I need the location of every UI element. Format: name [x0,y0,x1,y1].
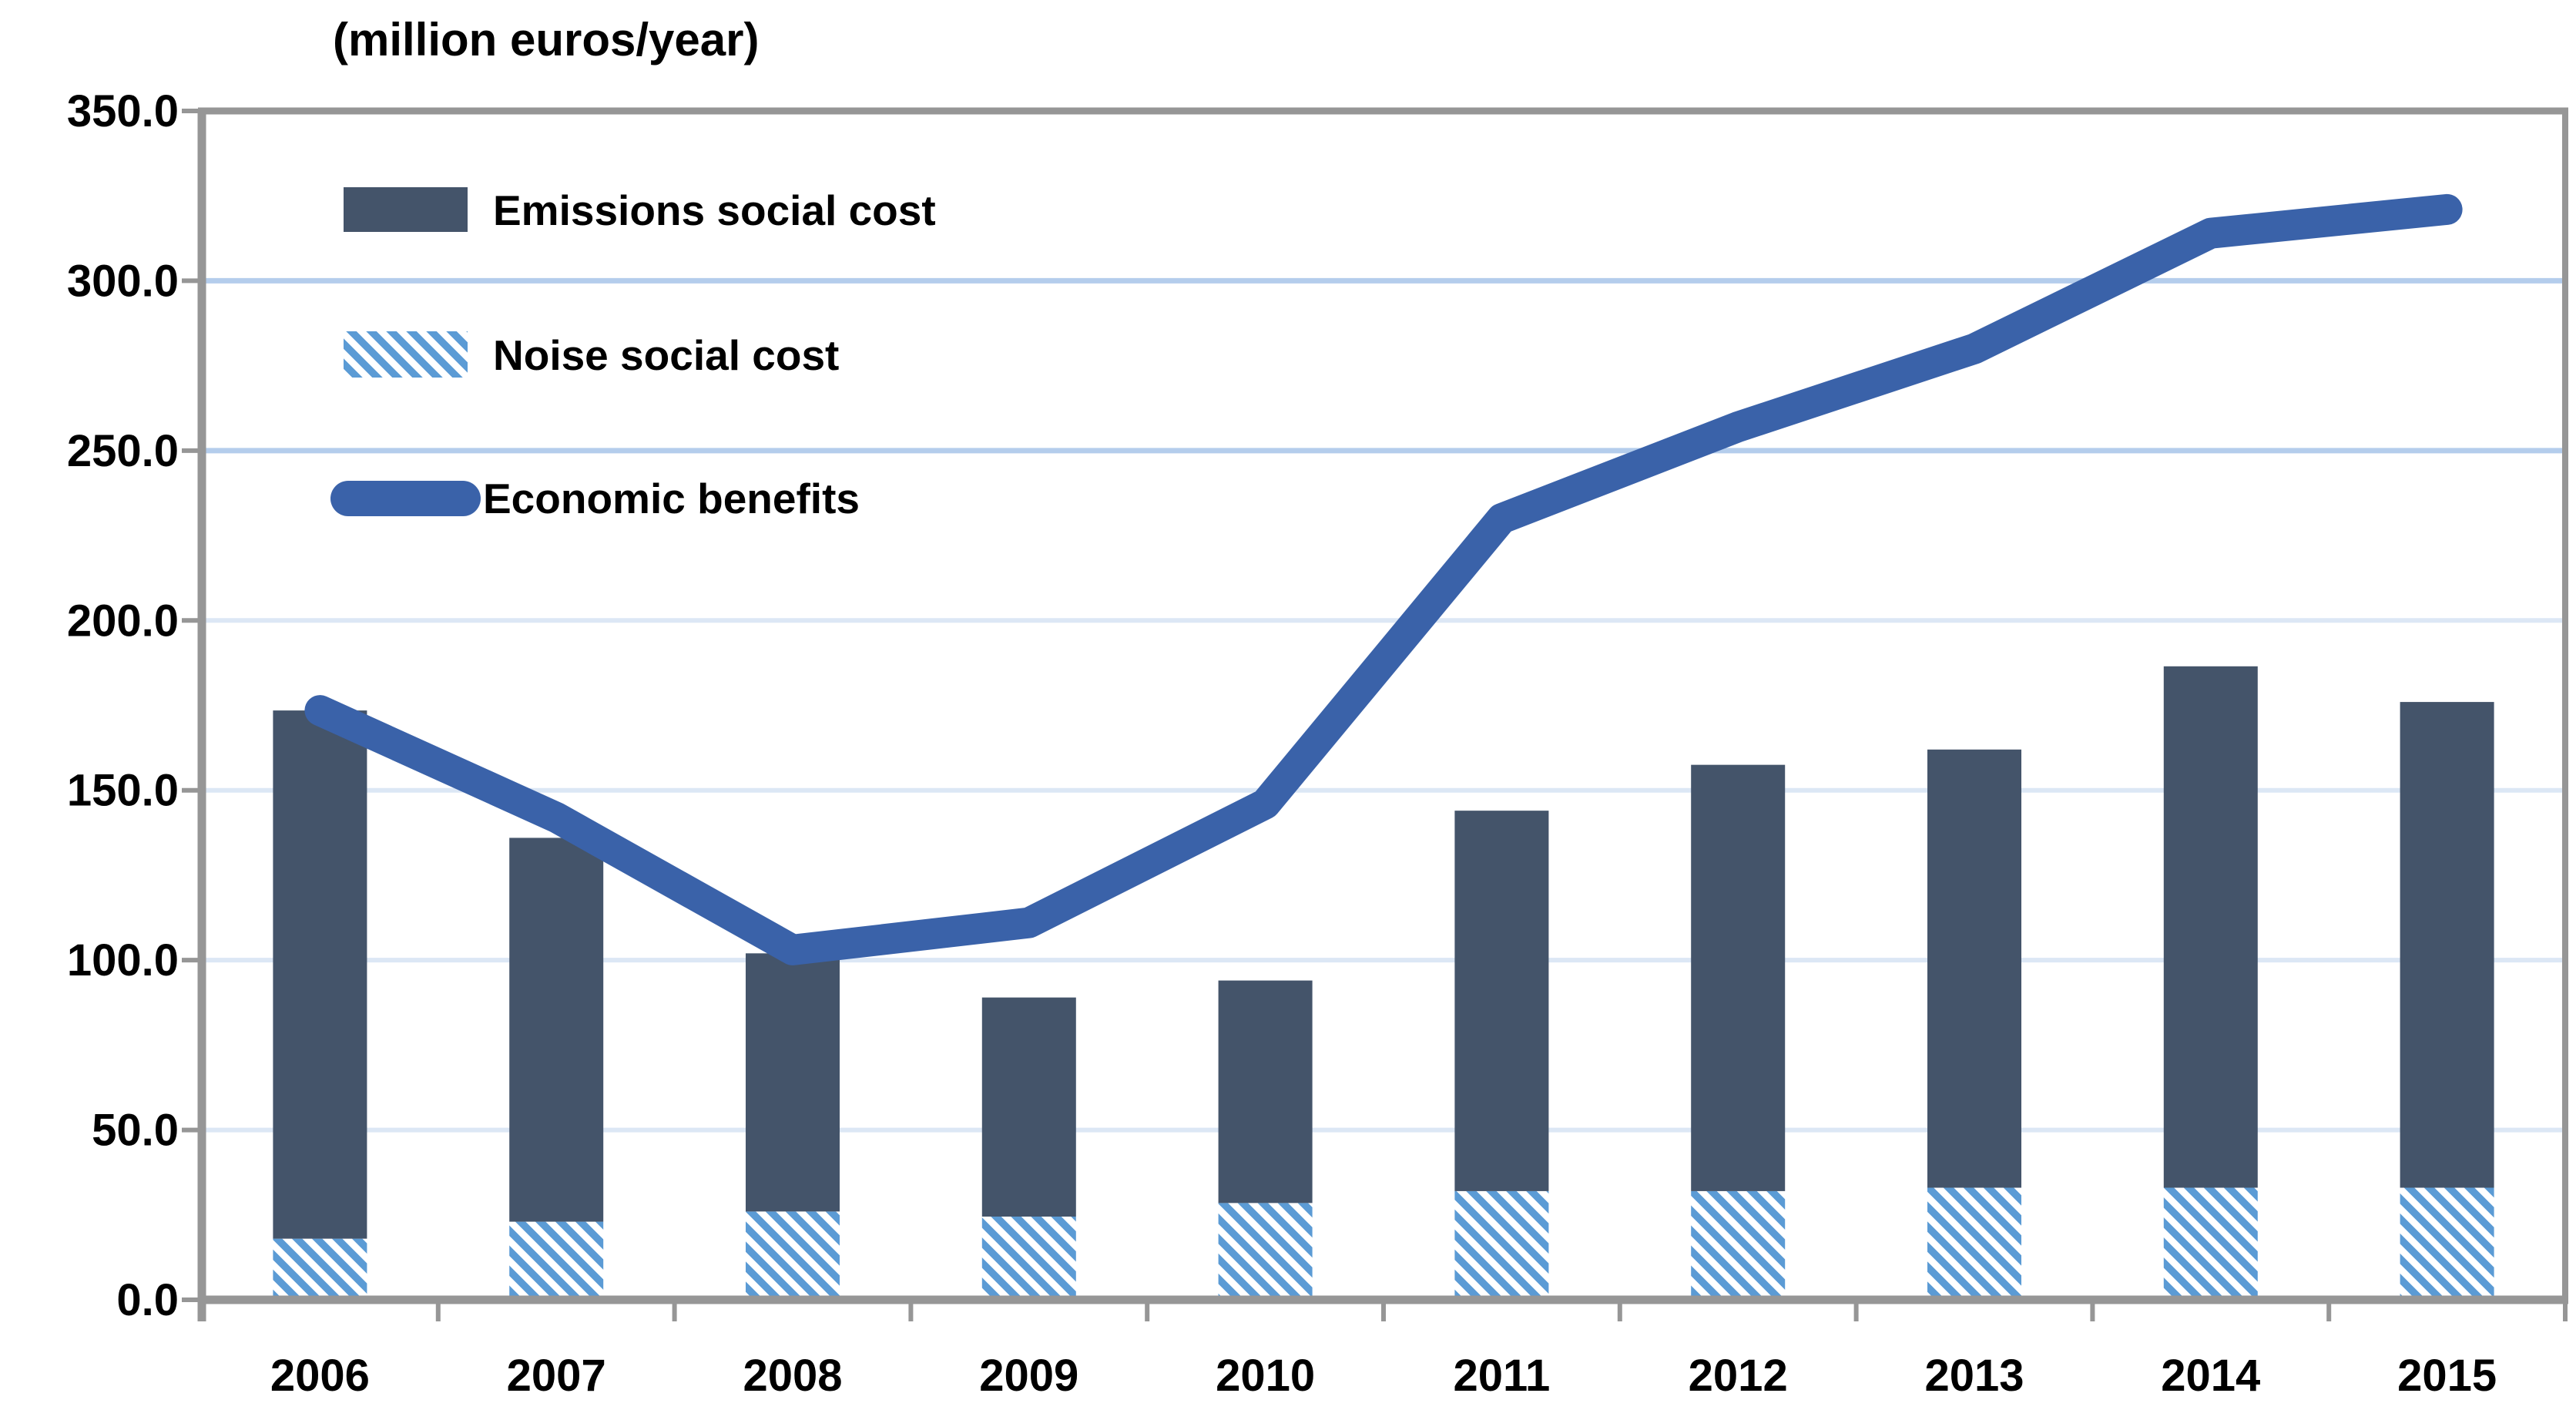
bar-2008 [746,953,840,1300]
economic-benefits-line [304,193,2463,965]
bar-2007 [509,838,604,1300]
bar-2015 [2400,702,2494,1300]
noise-segment-2007 [509,1221,604,1300]
y-tick-label-250.0: 250.0 [67,426,179,476]
legend-item-noise: Noise social cost [344,331,839,379]
legend-label-benefits: Economic benefits [483,475,860,522]
axis-labels: 0.0 50.0 100.0 150.0 200.0 250.0 300.0 350.0 200… [67,86,2497,1401]
y-tick-label-300.0: 300.0 [67,256,179,306]
y-tick-label-200.0: 200.0 [67,596,179,646]
x-tick-label-2011: 2011 [1453,1351,1550,1401]
noise-segment-2008 [746,1211,840,1300]
legend: Emissions social cost Noise social cost … [330,186,936,522]
emissions-segment-2013 [1927,749,2021,1188]
x-tick-label-2013: 2013 [1924,1351,2024,1401]
bar-2009 [981,997,1076,1300]
chart-title: (million euros/year) [333,14,759,65]
bar-2010 [1218,980,1313,1300]
plot-borders [198,107,2568,1300]
x-tick-label-2007: 2007 [507,1351,606,1401]
y-tick-label-150.0: 150.0 [67,766,179,816]
x-tick-label-2006: 2006 [270,1351,370,1401]
noise-segment-2014 [2163,1187,2258,1300]
legend-item-benefits: Economic benefits [330,475,860,522]
bar-2006 [273,710,367,1300]
bar-2014 [2163,666,2258,1300]
emissions-segment-2011 [1454,811,1549,1191]
noise-segment-2006 [273,1238,367,1300]
noise-segment-2011 [1454,1190,1549,1300]
x-tick-label-2010: 2010 [1216,1351,1315,1401]
x-tick-label-2015: 2015 [2397,1351,2497,1401]
emissions-segment-2014 [2163,666,2258,1188]
x-tick-label-2012: 2012 [1689,1351,1788,1401]
noise-swatch-icon [344,331,468,378]
emissions-segment-2015 [2400,702,2494,1188]
x-tick-label-2009: 2009 [979,1351,1078,1401]
emissions-segment-2012 [1691,764,1786,1191]
y-tick-label-0.0: 0.0 [116,1275,179,1325]
noise-segment-2009 [981,1216,1076,1300]
bar-2013 [1927,749,2021,1300]
legend-label-noise: Noise social cost [493,331,839,379]
legend-item-emissions: Emissions social cost [344,186,936,234]
y-tick-label-100.0: 100.0 [67,935,179,985]
emissions-segment-2007 [509,838,604,1222]
emissions-segment-2010 [1218,980,1313,1203]
x-tick-label-2014: 2014 [2161,1351,2260,1401]
emissions-segment-2008 [746,953,840,1212]
y-tick-label-350.0: 350.0 [67,86,179,136]
emissions-swatch-icon [344,187,468,232]
legend-label-emissions: Emissions social cost [493,186,936,234]
noise-segment-2012 [1691,1190,1786,1300]
noise-segment-2015 [2400,1187,2494,1300]
emissions-segment-2009 [981,997,1076,1217]
economic-benefits-polyline [304,193,2463,965]
bar-2012 [1691,764,1786,1300]
bar-2011 [1454,811,1549,1300]
axes [182,109,2568,1321]
y-tick-label-50.0: 50.0 [92,1106,179,1156]
noise-segment-2013 [1927,1187,2021,1300]
emissions-segment-2006 [273,710,367,1239]
x-tick-label-2008: 2008 [743,1351,842,1401]
bars-group [273,666,2494,1300]
noise-segment-2010 [1218,1203,1313,1300]
